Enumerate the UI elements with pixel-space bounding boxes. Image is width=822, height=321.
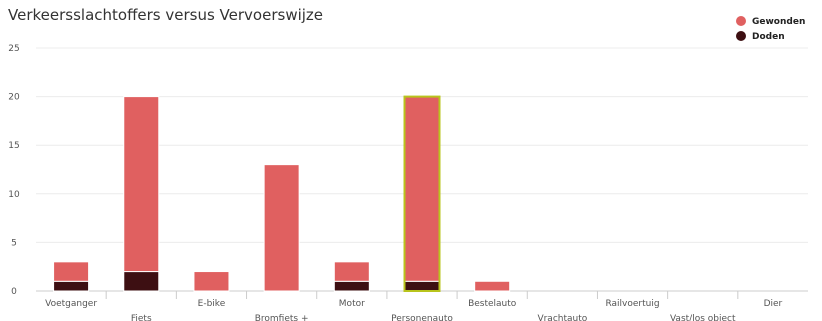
x-tick-label: Vast/los object [670, 314, 736, 321]
bar-highlight-outline [403, 95, 441, 292]
x-tick-label: Railvoertuig [605, 299, 659, 309]
bar-segment[interactable] [53, 280, 90, 292]
x-tick-label: Bestelauto [468, 299, 517, 309]
bar-segment[interactable] [404, 96, 440, 282]
chart-title: Verkeersslachtoffers versus Vervoerswijz… [8, 6, 324, 24]
bar-segment[interactable] [333, 280, 370, 292]
x-tick-label: Fiets [131, 314, 152, 321]
x-tick-label: Dier [764, 299, 783, 309]
x-tick-label: Motor [339, 299, 365, 309]
legend-label[interactable]: Gewonden [752, 17, 805, 27]
legend-marker[interactable] [736, 31, 746, 41]
bar-segment[interactable] [333, 261, 370, 282]
bar-segment[interactable] [53, 261, 90, 282]
bar-segment[interactable] [193, 271, 230, 292]
y-tick-label-5: 5 [11, 238, 17, 248]
bar-segment[interactable] [123, 271, 160, 292]
bar-segment[interactable] [474, 280, 511, 292]
x-tick-label: E-bike [198, 299, 226, 309]
y-tick-label-0: 0 [11, 287, 17, 297]
y-tick-label-15: 15 [8, 141, 19, 151]
legend-marker[interactable] [736, 16, 746, 26]
x-tick-label: Voetganger [45, 299, 97, 309]
y-tick-label-10: 10 [8, 190, 20, 200]
bar-segment[interactable] [263, 164, 300, 292]
x-tick-label: Vrachtauto [537, 314, 587, 321]
x-tick-label: Personenauto [391, 314, 453, 321]
bar-segment[interactable] [404, 280, 440, 292]
bar-segment[interactable] [123, 96, 160, 273]
y-tick-label-20: 20 [8, 93, 20, 103]
x-tick-label: Bromfiets + [255, 314, 309, 321]
y-tick-label-25: 25 [8, 44, 19, 54]
legend-label[interactable]: Doden [752, 32, 785, 42]
